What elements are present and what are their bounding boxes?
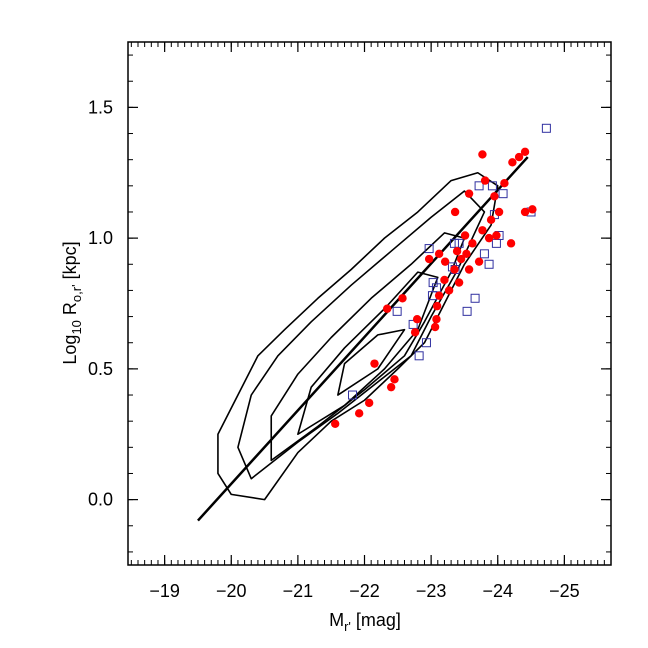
circle-point	[490, 192, 499, 201]
y-tick-label: 1.5	[88, 97, 113, 117]
square-point	[498, 189, 508, 199]
circle-point	[492, 231, 501, 240]
circle-point	[452, 247, 462, 256]
circle-point	[478, 150, 487, 159]
circle-point	[514, 152, 524, 162]
x-axis-title: Mr' [mag]	[329, 610, 401, 634]
square-point	[470, 293, 480, 303]
x-tick-label: −21	[283, 581, 314, 601]
circle-point	[500, 179, 509, 188]
circle-point	[440, 257, 450, 266]
x-tick-label: −25	[549, 581, 580, 601]
square-point	[487, 181, 497, 191]
contour	[270, 232, 466, 462]
x-axis-title-part: r'	[344, 619, 351, 634]
circle-point	[434, 249, 444, 259]
square-point	[421, 338, 431, 348]
x-tick-label: −19	[149, 581, 180, 601]
contour	[337, 328, 406, 396]
contour	[237, 190, 486, 480]
circle-point	[484, 233, 494, 243]
circle-point	[460, 231, 470, 240]
circle-point	[354, 409, 364, 418]
circle-point	[462, 249, 471, 259]
circle-point	[444, 286, 454, 295]
circle-point	[464, 265, 474, 274]
x-axis-title-part: [mag]	[351, 610, 401, 630]
circle-point	[468, 239, 477, 248]
circle-point	[456, 254, 466, 264]
circle-point	[364, 398, 374, 408]
circle-point	[330, 419, 340, 428]
y-axis-title-part: [kpc]	[60, 241, 80, 284]
square-point	[541, 123, 551, 133]
circle-point	[434, 291, 444, 300]
x-tick-label: −23	[416, 581, 447, 601]
square-point	[428, 278, 438, 288]
circle-point	[528, 205, 537, 214]
circle-point	[520, 207, 530, 217]
circle-point	[382, 304, 392, 313]
fit-line	[197, 156, 529, 522]
plot-frame	[127, 41, 612, 566]
circle-point	[474, 257, 484, 266]
circle-point	[494, 207, 504, 217]
circle-point	[508, 158, 517, 167]
circle-point	[370, 359, 379, 368]
circle-point	[464, 189, 474, 198]
square-point	[449, 238, 459, 248]
x-tick-label: −20	[216, 581, 247, 601]
circle-point	[486, 215, 496, 225]
y-tick-label: 0.5	[88, 359, 113, 379]
y-axis-title-part: R	[60, 302, 80, 320]
y-axis-title-part: Log	[60, 335, 80, 365]
x-tick-label: −24	[482, 581, 513, 601]
x-axis-title-part: M	[329, 610, 344, 630]
circle-point	[450, 265, 459, 274]
circle-point	[520, 147, 530, 157]
circle-point	[390, 375, 399, 384]
circle-point	[506, 239, 516, 248]
contour	[217, 171, 499, 501]
square-point	[414, 351, 424, 361]
y-axis-title-part: o,r'	[69, 284, 84, 302]
x-tick-label: −22	[349, 581, 380, 601]
circle-point	[432, 301, 442, 311]
circle-point	[424, 254, 434, 264]
y-tick-label: 1.0	[88, 228, 113, 248]
circle-point	[440, 275, 449, 285]
square-point	[474, 181, 484, 191]
circle-point	[398, 294, 407, 303]
circle-point	[410, 328, 420, 337]
circle-point	[430, 322, 440, 332]
circle-point	[450, 207, 460, 217]
square-point	[392, 306, 402, 316]
circle-point	[480, 176, 490, 185]
circle-point	[478, 226, 487, 235]
circle-point	[412, 314, 422, 324]
square-point	[484, 259, 494, 269]
square-point	[462, 306, 472, 316]
square-point	[454, 238, 464, 248]
circle-point	[386, 382, 396, 392]
contour	[297, 271, 439, 436]
square-point	[431, 283, 441, 293]
circle-point	[454, 278, 464, 287]
y-axis-title-part: 10	[69, 320, 84, 334]
square-point	[424, 244, 434, 254]
square-point	[479, 249, 489, 259]
y-axis-title: Log10 Ro,r' [kpc]	[60, 241, 84, 364]
square-point	[348, 390, 358, 400]
circle-point	[432, 314, 441, 324]
y-tick-label: 0.0	[88, 490, 113, 510]
